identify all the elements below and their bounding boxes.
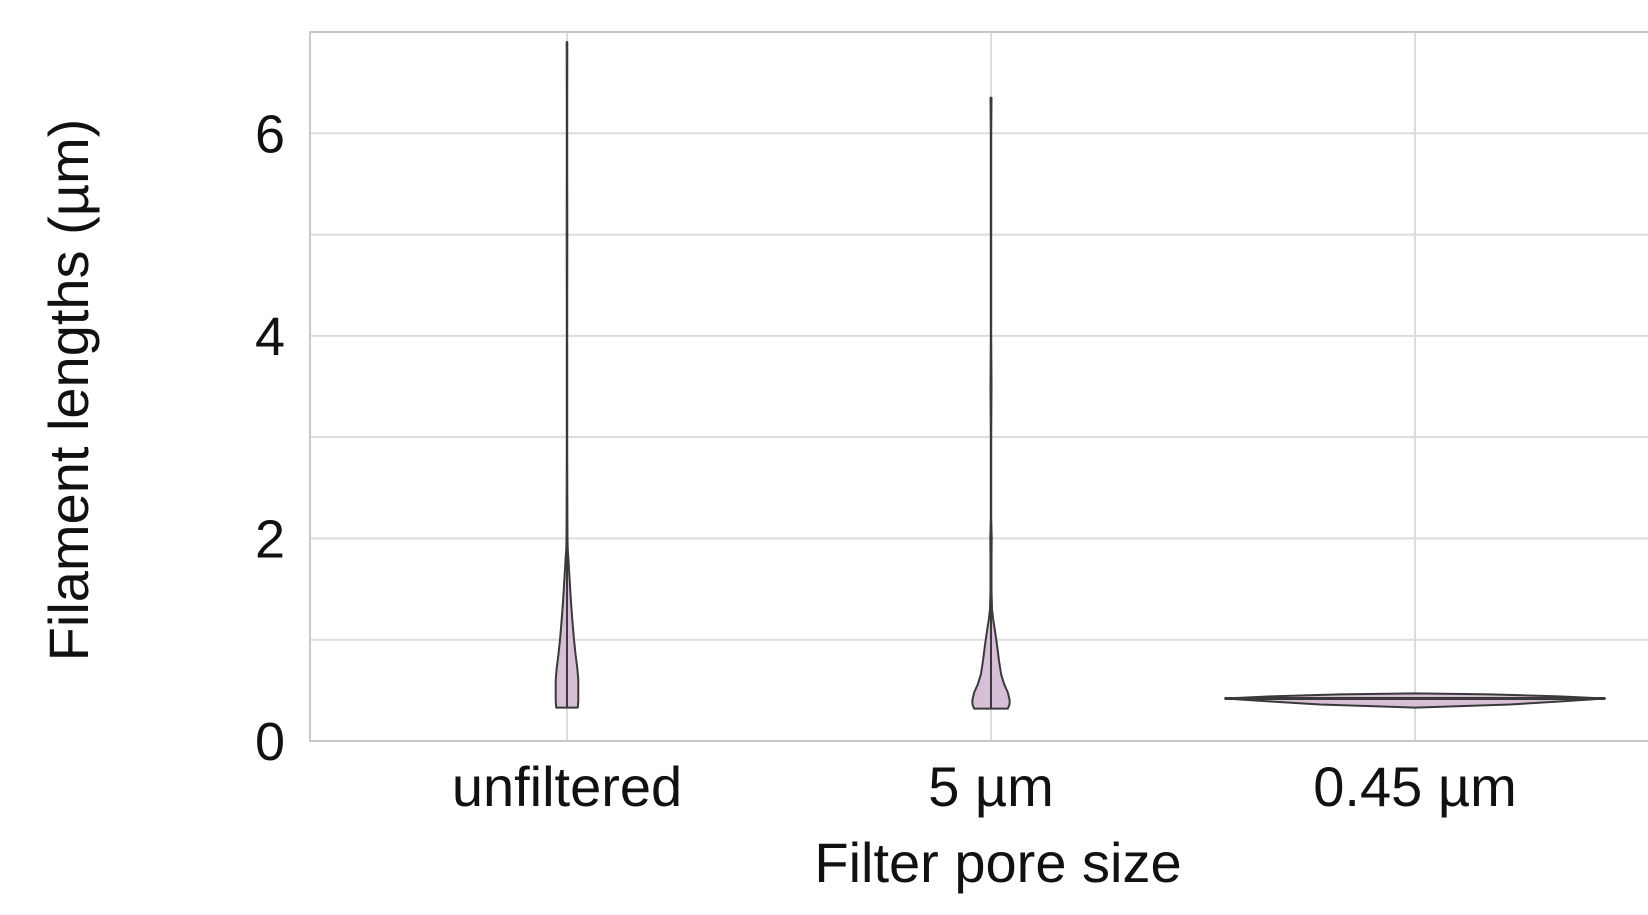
x-tick-label: unfiltered	[452, 755, 682, 818]
x-tick-label: 5 µm	[928, 755, 1054, 818]
violins	[554, 41, 1606, 710]
x-tick-label: 0.45 µm	[1313, 755, 1516, 818]
y-tick-label: 0	[255, 712, 285, 772]
y-axis-label: Filament lengths (µm)	[37, 119, 100, 662]
x-axis-label: Filter pore size	[814, 831, 1181, 894]
y-tick-label: 6	[255, 104, 285, 164]
grid-lines	[310, 31, 1648, 742]
y-tick-labels: 0 2 4 6	[255, 104, 285, 772]
violin-3	[1224, 692, 1606, 709]
plot-frame	[309, 31, 1648, 742]
y-tick-label: 2	[255, 509, 285, 569]
y-tick-label: 4	[255, 307, 285, 367]
x-tick-labels: unfiltered 5 µm 0.45 µm	[452, 755, 1517, 818]
